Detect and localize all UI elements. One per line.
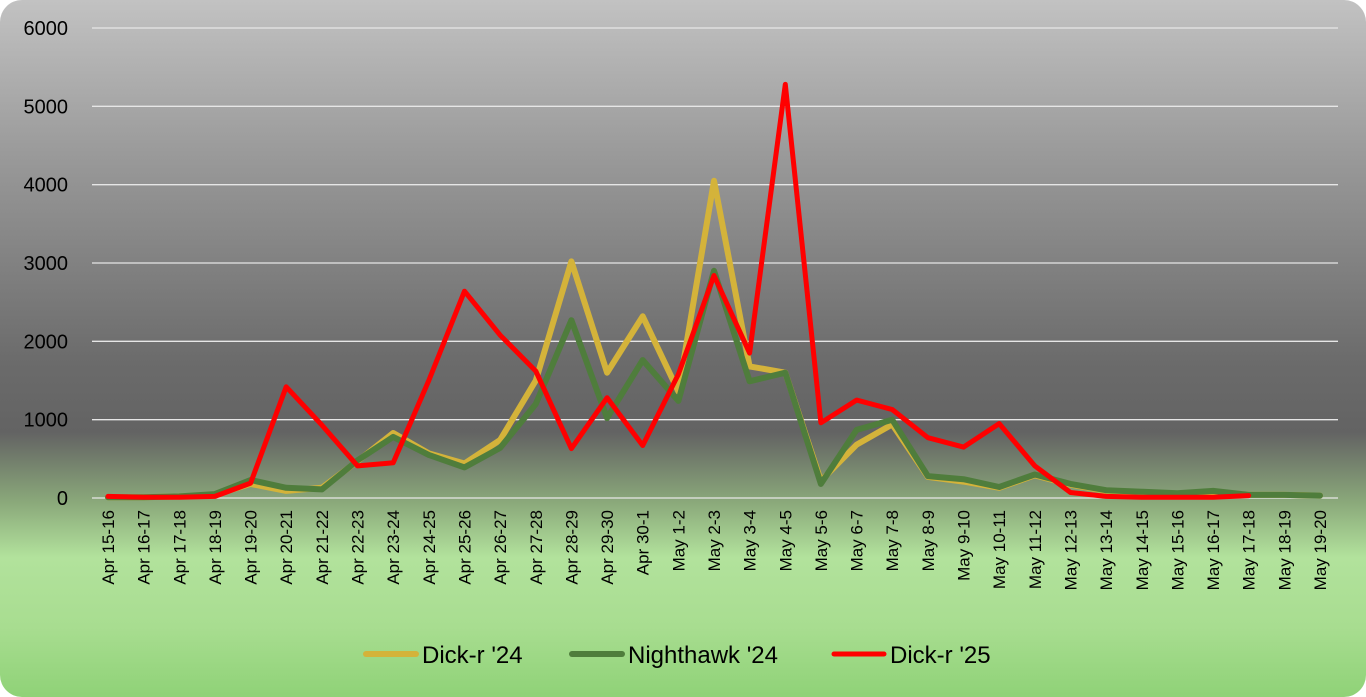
x-tick-label: Apr 30-1	[634, 510, 653, 575]
legend-label: Dick-r '25	[890, 642, 991, 669]
x-tick-label: Apr 27-28	[527, 510, 546, 585]
x-tick-label: May 11-12	[1026, 510, 1045, 589]
x-tick-label: May 3-4	[741, 510, 760, 571]
x-tick-label: May 15-16	[1168, 510, 1187, 590]
x-tick-label: Apr 28-29	[562, 510, 581, 585]
x-tick-label: May 5-6	[812, 510, 831, 571]
y-tick-label: 6000	[24, 18, 69, 40]
x-tick-label: May 4-5	[776, 510, 795, 571]
x-tick-label: May 7-8	[883, 510, 902, 571]
y-tick-label: 0	[57, 488, 68, 510]
x-tick-label: May 10-11	[990, 510, 1009, 589]
x-tick-label: May 1-2	[669, 510, 688, 571]
x-tick-label: May 16-17	[1204, 510, 1223, 590]
x-tick-label: Apr 19-20	[242, 510, 261, 585]
legend-label: Dick-r '24	[422, 642, 523, 669]
series-lines	[105, 81, 1323, 501]
y-tick-label: 5000	[24, 96, 69, 118]
x-tick-label: May 2-3	[705, 510, 724, 571]
y-tick-label: 1000	[24, 410, 69, 432]
x-tick-label: Apr 23-24	[384, 510, 403, 585]
gridlines	[92, 27, 1338, 499]
legend-label: Nighthawk '24	[628, 642, 778, 669]
x-tick-label: Apr 21-22	[313, 510, 332, 585]
x-tick-label: Apr 29-30	[598, 510, 617, 585]
x-tick-label: May 18-19	[1275, 510, 1294, 590]
series-line	[105, 267, 1323, 501]
series-line	[105, 81, 1252, 500]
y-tick-label: 2000	[24, 331, 69, 353]
x-tick-label: Apr 16-17	[135, 510, 154, 585]
x-tick-label: Apr 15-16	[99, 510, 118, 585]
x-tick-label: Apr 18-19	[206, 510, 225, 585]
x-tick-label: Apr 25-26	[455, 510, 474, 585]
y-axis-ticks: 0 1000 2000 3000 4000 5000 6000	[24, 18, 69, 510]
series-line	[105, 177, 1323, 501]
x-axis-ticks: Apr 15-16 Apr 16-17 Apr 17-18 Apr 18-19 Apr …	[99, 510, 1330, 590]
x-tick-label: Apr 26-27	[491, 510, 510, 585]
x-tick-label: May 6-7	[848, 510, 867, 571]
x-tick-label: May 17-18	[1240, 510, 1259, 590]
x-tick-label: Apr 20-21	[277, 510, 296, 585]
x-tick-label: May 9-10	[955, 510, 974, 581]
legend: Dick-r '24 Nighthawk '24 Dick-r '25	[363, 642, 991, 669]
x-tick-label: Apr 17-18	[170, 510, 189, 585]
x-tick-label: May 14-15	[1133, 510, 1152, 590]
x-tick-label: May 19-20	[1311, 510, 1330, 590]
x-tick-label: May 13-14	[1097, 510, 1116, 590]
x-tick-label: May 12-13	[1061, 510, 1080, 590]
x-tick-label: Apr 22-23	[349, 510, 368, 585]
y-tick-label: 4000	[24, 175, 69, 197]
y-tick-label: 3000	[24, 253, 69, 275]
x-tick-label: May 8-9	[919, 510, 938, 571]
x-tick-label: Apr 24-25	[420, 510, 439, 585]
